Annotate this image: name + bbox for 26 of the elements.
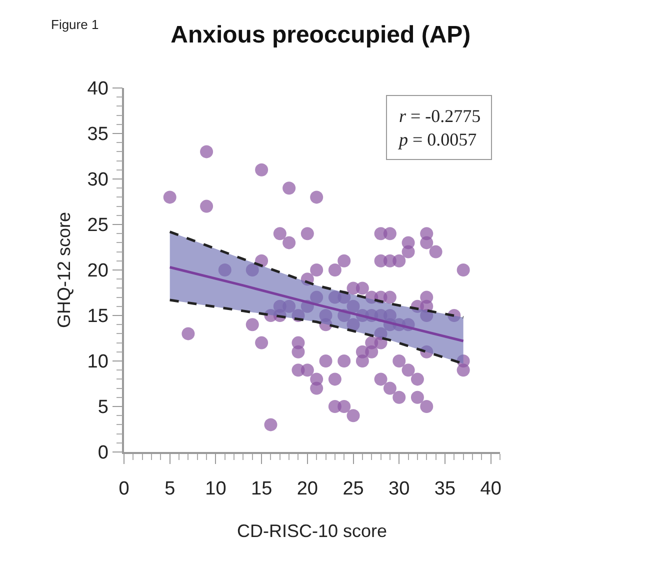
x-tick-label: 35 <box>434 478 456 500</box>
y-tick-label: 35 <box>87 124 108 146</box>
y-tick-label: 5 <box>98 397 108 418</box>
y-tick-label: 15 <box>87 306 108 328</box>
y-tick-label: 10 <box>87 352 108 373</box>
x-tick-label: 0 <box>118 478 130 500</box>
y-tick-label: 0 <box>98 442 108 464</box>
line-series <box>168 266 465 342</box>
annotation: p = 0.0057 <box>397 129 477 150</box>
chart-title: Anxious preoccupied (AP) <box>170 22 471 49</box>
x-axis-title: CD-RISC-10 score <box>236 521 388 542</box>
y-axis-title: GHQ-12 score <box>54 212 74 328</box>
y-tick-label: 30 <box>87 170 108 191</box>
annotation: r = -0.2775 <box>399 106 481 126</box>
x-tick-label: 10 <box>205 478 226 500</box>
line-series <box>168 230 465 319</box>
x-tick-label: 15 <box>250 478 272 500</box>
x-tick-label: 5 <box>164 478 176 500</box>
y-tick-label: 25 <box>87 215 108 236</box>
caption: Figure 1 <box>51 17 99 32</box>
y-tick-label: 20 <box>87 260 108 282</box>
x-tick-label: 20 <box>296 478 318 500</box>
x-tick-label: 40 <box>480 478 502 500</box>
x-tick-label: 25 <box>342 478 364 500</box>
x-tick-label: 30 <box>388 478 410 500</box>
y-tick-label: 40 <box>87 78 108 100</box>
